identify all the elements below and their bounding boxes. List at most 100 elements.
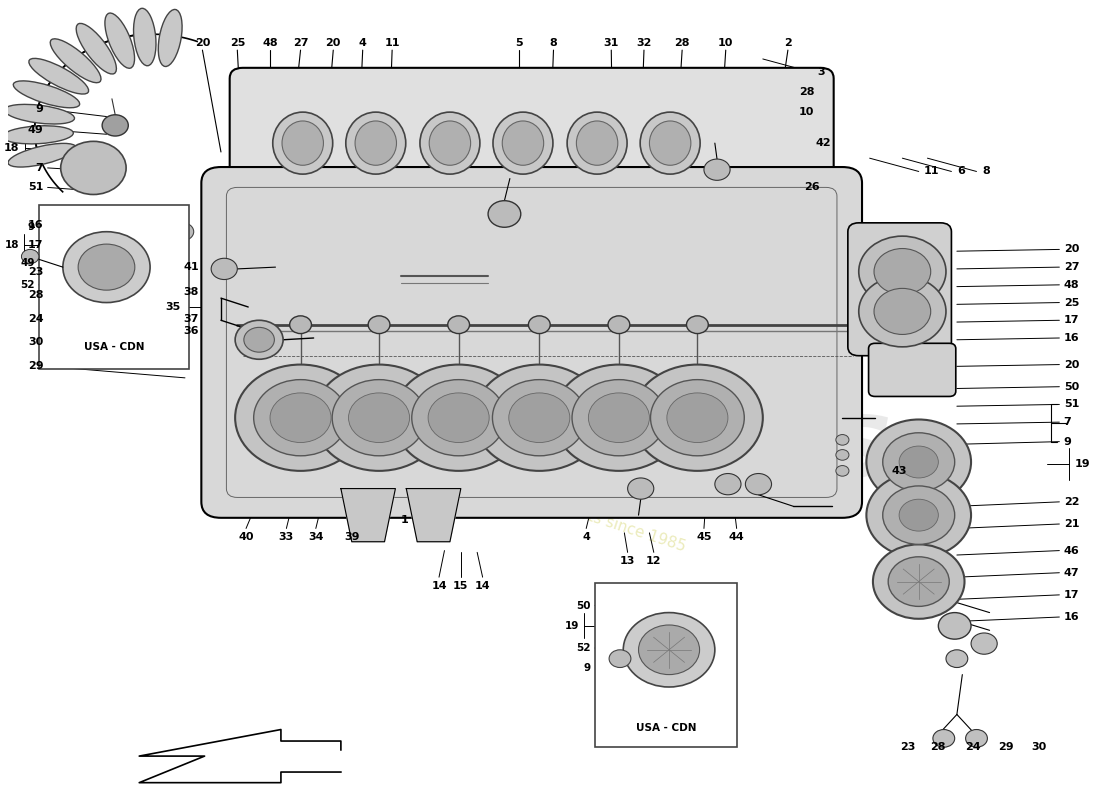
Circle shape xyxy=(632,365,762,471)
Circle shape xyxy=(172,223,194,241)
Text: 20: 20 xyxy=(195,38,210,48)
Ellipse shape xyxy=(2,126,74,144)
Ellipse shape xyxy=(282,121,323,166)
Text: 9: 9 xyxy=(583,662,591,673)
Text: 52: 52 xyxy=(576,643,591,653)
Text: 1: 1 xyxy=(400,514,408,525)
Text: 35: 35 xyxy=(165,302,180,312)
Text: 20: 20 xyxy=(1064,245,1079,254)
Circle shape xyxy=(704,159,730,180)
Circle shape xyxy=(609,650,631,667)
Text: 15: 15 xyxy=(453,581,469,591)
Text: 37: 37 xyxy=(184,314,199,323)
Circle shape xyxy=(78,244,135,290)
Circle shape xyxy=(509,393,570,442)
Text: 7: 7 xyxy=(35,163,43,173)
Text: 14: 14 xyxy=(475,581,491,591)
Text: 19: 19 xyxy=(565,621,580,631)
Circle shape xyxy=(349,393,409,442)
Text: 48: 48 xyxy=(1064,280,1079,290)
FancyBboxPatch shape xyxy=(227,187,837,498)
Circle shape xyxy=(102,114,129,136)
Text: 13: 13 xyxy=(620,556,636,566)
Circle shape xyxy=(528,316,550,334)
Circle shape xyxy=(474,365,605,471)
Ellipse shape xyxy=(576,121,618,166)
Text: 10: 10 xyxy=(718,38,734,48)
Circle shape xyxy=(836,466,849,476)
Text: 17: 17 xyxy=(1064,590,1079,600)
Circle shape xyxy=(572,380,666,456)
Circle shape xyxy=(938,613,971,639)
Text: 5: 5 xyxy=(515,38,522,48)
Text: 39: 39 xyxy=(344,532,360,542)
Text: 24: 24 xyxy=(966,742,981,752)
Text: 52: 52 xyxy=(20,280,34,290)
Ellipse shape xyxy=(133,8,156,66)
Text: 30: 30 xyxy=(28,338,43,347)
Text: a passion for parts since 1985: a passion for parts since 1985 xyxy=(463,469,688,554)
Circle shape xyxy=(638,625,700,674)
Text: 25: 25 xyxy=(1064,298,1079,307)
Circle shape xyxy=(946,650,968,667)
Text: 41: 41 xyxy=(184,262,199,272)
Text: 51: 51 xyxy=(28,182,43,193)
Text: 23: 23 xyxy=(28,266,43,277)
Circle shape xyxy=(368,316,390,334)
Text: 10: 10 xyxy=(799,107,814,117)
Ellipse shape xyxy=(273,112,332,174)
Ellipse shape xyxy=(503,121,543,166)
Text: 33: 33 xyxy=(278,532,294,542)
Circle shape xyxy=(882,433,955,491)
Circle shape xyxy=(332,380,426,456)
Text: 9: 9 xyxy=(28,222,34,232)
Text: 32: 32 xyxy=(636,38,651,48)
FancyBboxPatch shape xyxy=(39,205,189,369)
Ellipse shape xyxy=(51,38,101,82)
Text: 18: 18 xyxy=(3,142,20,153)
Circle shape xyxy=(874,288,931,334)
Polygon shape xyxy=(140,730,341,782)
Text: 49: 49 xyxy=(28,125,43,135)
Circle shape xyxy=(244,327,274,352)
Text: 24: 24 xyxy=(28,314,43,323)
Text: 28: 28 xyxy=(28,290,43,301)
Circle shape xyxy=(624,613,715,687)
Text: 3: 3 xyxy=(817,67,825,78)
Text: 8: 8 xyxy=(550,38,558,48)
Circle shape xyxy=(162,306,177,318)
Circle shape xyxy=(289,316,311,334)
Circle shape xyxy=(493,380,586,456)
Circle shape xyxy=(314,365,444,471)
Text: 29: 29 xyxy=(998,742,1014,752)
Circle shape xyxy=(428,393,490,442)
Text: 47: 47 xyxy=(1064,568,1079,578)
Circle shape xyxy=(147,266,163,278)
Text: USA - CDN: USA - CDN xyxy=(84,342,144,352)
Circle shape xyxy=(874,249,931,294)
Circle shape xyxy=(899,446,938,478)
Circle shape xyxy=(153,286,168,298)
Text: 43: 43 xyxy=(891,466,908,476)
Text: 49: 49 xyxy=(20,258,34,268)
Text: 36: 36 xyxy=(184,326,199,336)
Ellipse shape xyxy=(568,112,627,174)
Text: 45: 45 xyxy=(696,532,712,542)
Text: 29: 29 xyxy=(28,362,43,371)
Ellipse shape xyxy=(493,112,553,174)
Ellipse shape xyxy=(355,121,396,166)
Circle shape xyxy=(882,486,955,544)
Polygon shape xyxy=(341,489,395,542)
Circle shape xyxy=(21,250,38,263)
FancyBboxPatch shape xyxy=(201,167,862,518)
Text: 7: 7 xyxy=(1064,417,1071,427)
Text: 28: 28 xyxy=(931,742,946,752)
Circle shape xyxy=(888,557,949,606)
Text: 16: 16 xyxy=(28,220,43,230)
Circle shape xyxy=(650,380,745,456)
Text: 31: 31 xyxy=(604,38,619,48)
Text: 9: 9 xyxy=(35,105,43,114)
Circle shape xyxy=(966,730,988,747)
Text: 42: 42 xyxy=(815,138,830,148)
Circle shape xyxy=(235,365,366,471)
